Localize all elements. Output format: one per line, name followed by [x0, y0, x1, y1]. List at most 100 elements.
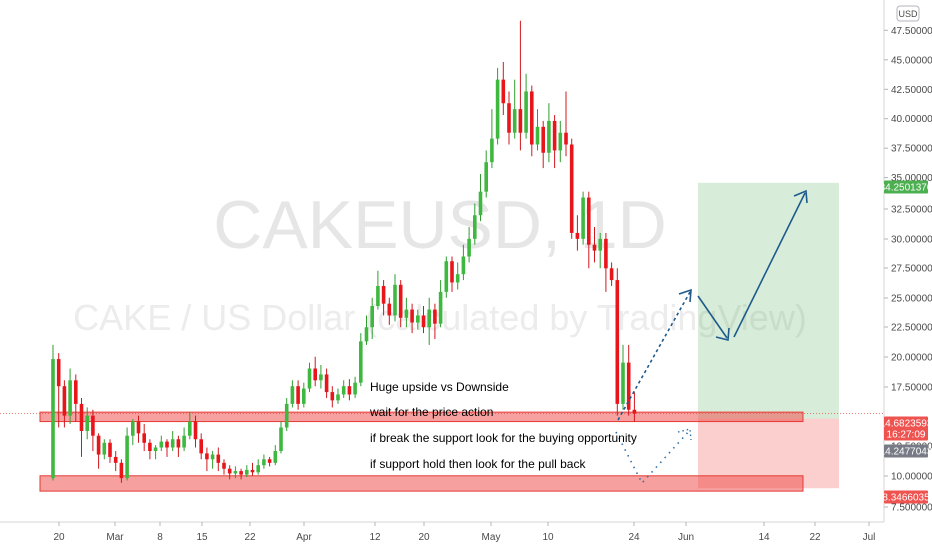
- time-tick-label: 20: [53, 532, 65, 543]
- price-tag-label: 14.2477043: [880, 447, 932, 458]
- candle-body: [227, 468, 232, 474]
- candle-body: [68, 380, 72, 416]
- projection-pullback-path: [697, 295, 728, 339]
- candle-body: [433, 309, 437, 324]
- candle-body: [273, 451, 278, 463]
- candle-body: [284, 403, 289, 428]
- time-tick-label: 20: [418, 532, 430, 543]
- currency-badge[interactable]: [896, 5, 920, 22]
- candle-body: [51, 359, 55, 479]
- time-tick-label: 22: [244, 532, 256, 543]
- candle-body: [279, 427, 283, 452]
- candles-layer: [51, 20, 637, 483]
- candle-body: [313, 368, 317, 381]
- price-tag-label: 8.3466035: [882, 493, 930, 504]
- candle-body: [598, 238, 602, 251]
- candle-body: [199, 439, 203, 454]
- candle-body: [182, 435, 186, 448]
- candle-body: [353, 382, 357, 395]
- candle-body: [359, 341, 363, 383]
- annotation-text: Huge upside vs Downside: [370, 380, 509, 394]
- candle-body: [416, 315, 420, 323]
- candle-body: [96, 435, 101, 455]
- candle-body: [341, 386, 346, 395]
- price-tick-label: 20.0000000: [891, 353, 932, 364]
- candle-body: [575, 232, 580, 239]
- candle-body: [421, 315, 426, 328]
- candle-body: [125, 435, 129, 479]
- candle-body: [108, 442, 112, 457]
- candle-body: [153, 447, 158, 452]
- price-tick-label: 35.0000000: [891, 173, 932, 184]
- candle-body: [302, 388, 306, 404]
- candle-body: [547, 120, 551, 153]
- candle-body: [564, 132, 568, 145]
- projection-arrowhead-2: [715, 327, 730, 342]
- price-tag-box: [884, 416, 928, 430]
- candle-body: [393, 284, 397, 316]
- candle-body: [632, 409, 637, 414]
- candle-body: [62, 386, 67, 416]
- candle-body: [148, 442, 152, 452]
- time-tick-label: May: [482, 532, 501, 543]
- projection-arrowhead-1: [678, 288, 692, 303]
- price-tag-box: [884, 444, 928, 458]
- candle-body: [552, 120, 557, 151]
- candle-body: [330, 392, 335, 401]
- price-tick-label: 42.5000000: [891, 85, 932, 96]
- candle-body: [381, 285, 386, 304]
- time-tick-label: 12: [369, 532, 381, 543]
- time-tick-label: 14: [758, 532, 770, 543]
- annotation-text: if break the support look for the buying…: [370, 431, 637, 445]
- support-zone: [39, 411, 804, 423]
- candle-body: [535, 126, 540, 145]
- candle-body: [233, 471, 238, 474]
- price-tag-label: 14.6823593: [880, 419, 932, 430]
- candle-body: [205, 453, 209, 460]
- currency-label: USD: [898, 9, 918, 19]
- candle-body: [461, 256, 466, 275]
- candle-body: [267, 459, 272, 463]
- watermark-symbol: CAKEUSD, 1D: [213, 187, 666, 263]
- candle-body: [193, 421, 198, 440]
- candle-body: [592, 244, 597, 251]
- candle-body: [113, 456, 118, 463]
- price-tag-label: 34.2501370: [880, 183, 932, 194]
- candle-body: [444, 261, 449, 292]
- drawings-layer: [615, 189, 808, 485]
- price-tick-label: 10.0000000: [891, 472, 932, 483]
- candle-body: [296, 386, 300, 404]
- candle-body: [558, 132, 563, 151]
- candle-body: [210, 454, 215, 460]
- price-tag-box: [884, 427, 928, 441]
- candle-body: [216, 454, 221, 463]
- candle-body: [256, 465, 260, 473]
- candle-body: [170, 439, 175, 448]
- time-tick-label: 22: [809, 532, 821, 543]
- candle-body: [74, 380, 78, 404]
- candle-body: [85, 415, 89, 431]
- candle-body: [336, 394, 340, 401]
- candle-body: [455, 274, 460, 283]
- price-tick-label: 45.0000000: [891, 55, 932, 66]
- candle-body: [142, 433, 146, 443]
- candle-body: [91, 415, 95, 436]
- candle-body: [376, 285, 380, 307]
- candle-body: [165, 441, 169, 448]
- candle-body: [387, 303, 392, 316]
- price-tick-label: 30.0000000: [891, 235, 932, 246]
- candle-body: [569, 144, 574, 233]
- candle-body: [319, 374, 323, 381]
- candle-body: [131, 421, 135, 436]
- candle-body: [119, 462, 124, 479]
- candle-body: [370, 306, 374, 328]
- candle-body: [530, 91, 534, 145]
- time-tick-label: Jul: [863, 532, 876, 543]
- projection-arrowhead-3: [793, 189, 808, 204]
- candle-body: [404, 309, 409, 318]
- candle-body: [250, 469, 255, 473]
- candle-body: [188, 421, 192, 436]
- time-tick-label: 24: [628, 532, 640, 543]
